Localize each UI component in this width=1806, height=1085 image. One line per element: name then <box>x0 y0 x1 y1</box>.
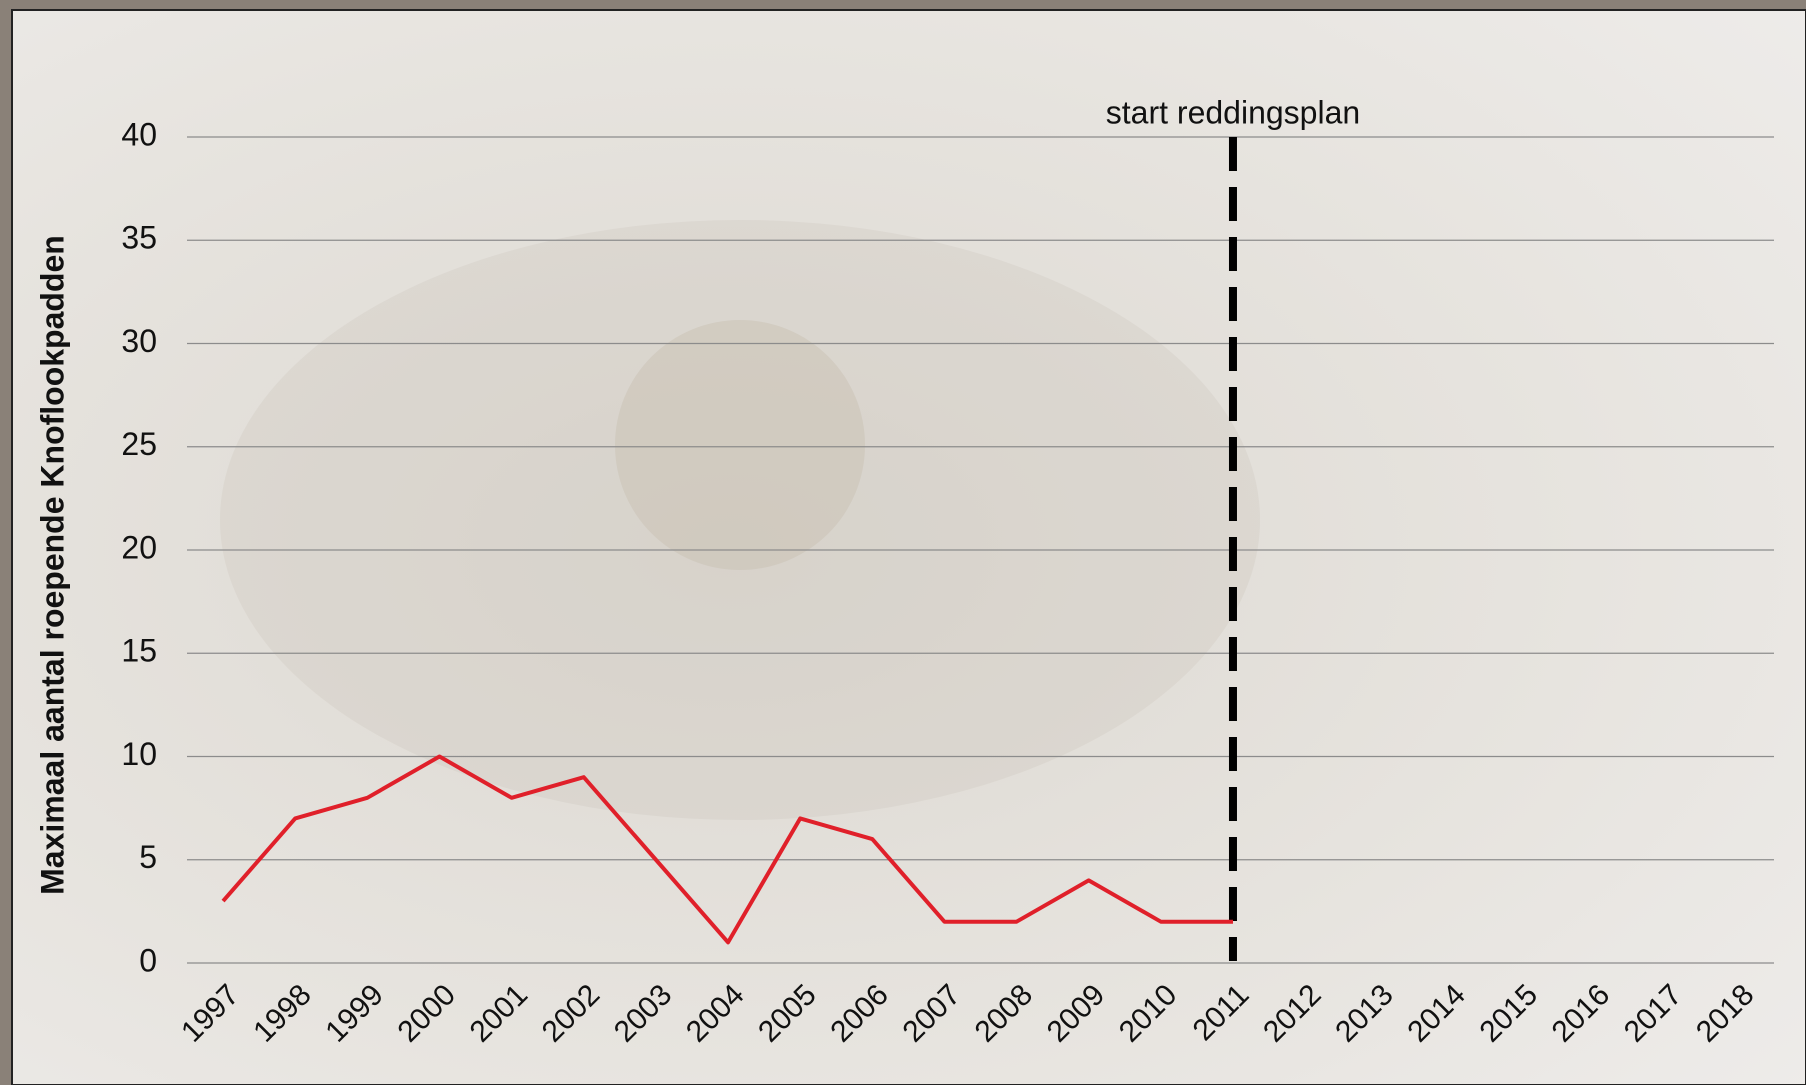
background-eye <box>615 320 865 570</box>
y-tick-label: 5 <box>139 839 157 875</box>
y-tick-label: 15 <box>121 633 157 669</box>
y-tick-label: 25 <box>121 426 157 462</box>
y-tick-label: 10 <box>121 736 157 772</box>
y-tick-label: 20 <box>121 529 157 565</box>
y-axis-title: Maximaal aantal roepende Knoflookpadden <box>34 235 70 895</box>
annotation-text: start reddingsplan <box>1106 94 1360 130</box>
y-tick-label: 30 <box>121 323 157 359</box>
y-tick-label: 35 <box>121 220 157 256</box>
y-tick-label: 0 <box>139 942 157 978</box>
page: Maximaal aantal roepende Knoflookpadden … <box>0 0 1806 1085</box>
y-tick-label: 40 <box>121 116 157 152</box>
chart: Maximaal aantal roepende Knoflookpadden … <box>0 0 1806 1085</box>
